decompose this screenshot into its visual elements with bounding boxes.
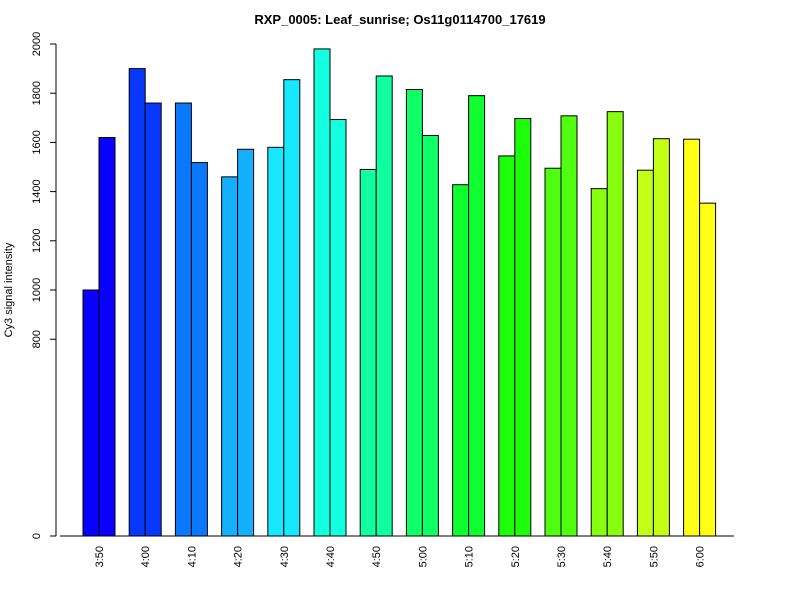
bar-600-1 xyxy=(683,138,701,537)
bar-550-1 xyxy=(636,169,654,537)
x-axis-labels: 3:50 4:00 4:10 4:20 4:30 4:40 4:50 5:00 5:10 5:20… xyxy=(94,546,707,567)
bar-550-2 xyxy=(652,138,670,537)
x-tick-label: 4:20 xyxy=(233,546,245,567)
x-tick-label: 4:50 xyxy=(371,546,383,567)
bar-430-2 xyxy=(283,79,301,537)
x-tick-label: 5:40 xyxy=(602,546,614,567)
bar-500-2 xyxy=(421,135,439,537)
bar-410-1 xyxy=(174,102,192,537)
bar-540-2 xyxy=(606,111,624,537)
y-axis: 0 800 1000 1200 1400 1600 1800 2000 xyxy=(31,32,57,539)
x-tick-label: 4:00 xyxy=(140,546,152,567)
bar-600-2 xyxy=(699,202,717,537)
bar-420-1 xyxy=(221,176,239,537)
x-tick-label: 4:10 xyxy=(186,546,198,567)
y-tick-label: 800 xyxy=(31,330,43,348)
x-tick-label: 4:40 xyxy=(325,546,337,567)
bar-450-2 xyxy=(375,75,393,537)
x-tick-label: 5:00 xyxy=(417,546,429,567)
x-tick-label: 4:30 xyxy=(279,546,291,567)
bar-500-1 xyxy=(405,89,423,537)
bar-450-1 xyxy=(359,168,377,537)
y-tick-label: 2000 xyxy=(31,32,43,56)
bar-350-1 xyxy=(82,289,100,537)
x-tick-label: 3:50 xyxy=(94,546,106,567)
bar-430-1 xyxy=(267,146,285,537)
bars-group xyxy=(82,48,717,537)
bar-400-1 xyxy=(128,68,146,537)
bar-520-2 xyxy=(514,118,532,537)
x-tick-label: 5:10 xyxy=(464,546,476,567)
bar-540-1 xyxy=(590,188,608,537)
bar-530-2 xyxy=(560,115,578,537)
y-tick-label: 1800 xyxy=(31,81,43,105)
bar-510-2 xyxy=(468,95,486,537)
bar-440-2 xyxy=(329,119,347,537)
bar-400-2 xyxy=(144,102,162,537)
bar-510-1 xyxy=(452,184,470,537)
x-tick-label: 5:20 xyxy=(510,546,522,567)
x-tick-label: 6:00 xyxy=(695,546,707,567)
chart-title: RXP_0005: Leaf_sunrise; Os11g0114700_176… xyxy=(254,12,546,27)
bar-350-2 xyxy=(98,136,116,537)
bar-420-2 xyxy=(237,148,255,537)
bar-520-1 xyxy=(498,155,516,537)
bar-410-2 xyxy=(190,162,208,537)
y-tick-label: 1600 xyxy=(31,130,43,154)
y-tick-label: 0 xyxy=(31,533,43,539)
bar-440-1 xyxy=(313,48,331,537)
y-tick-label: 1400 xyxy=(31,179,43,203)
y-tick-label: 1000 xyxy=(31,278,43,302)
bar-530-1 xyxy=(544,167,562,537)
y-axis-label: Cy3 signal intensity xyxy=(3,242,15,337)
x-tick-label: 5:30 xyxy=(556,546,568,567)
y-tick-label: 1200 xyxy=(31,229,43,253)
x-tick-label: 5:50 xyxy=(648,546,660,567)
